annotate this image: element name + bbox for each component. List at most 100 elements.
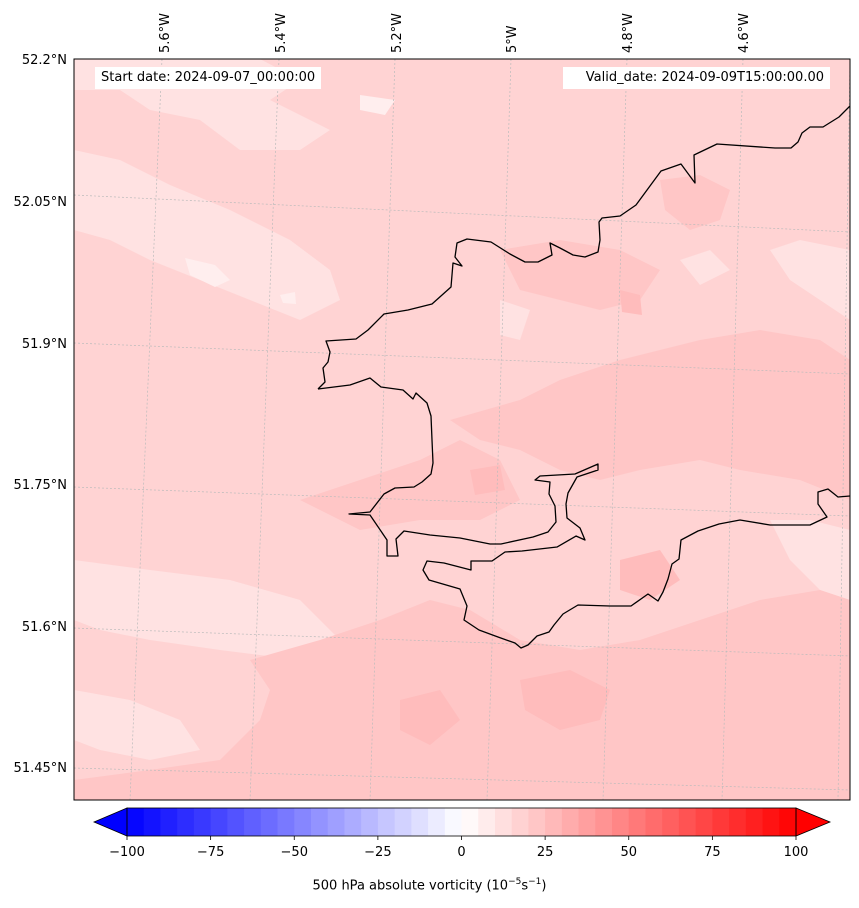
colorbar-segment bbox=[260, 808, 279, 836]
lat-label: 51.45°N bbox=[14, 761, 67, 776]
colorbar-label-exponent: −1 bbox=[528, 877, 542, 887]
vorticity-contour-medium bbox=[74, 590, 850, 800]
colorbar-segment bbox=[444, 808, 463, 836]
lon-label: 5.6°W bbox=[158, 13, 173, 53]
colorbar-segment bbox=[595, 808, 613, 836]
colorbar-segment bbox=[160, 808, 178, 836]
colorbar-segment bbox=[545, 808, 563, 836]
lat-label: 51.9°N bbox=[22, 337, 67, 352]
coastline-north bbox=[317, 105, 850, 390]
vorticity-contour-light bbox=[680, 250, 730, 285]
colorbar-segment bbox=[762, 808, 780, 836]
colorbar-label-unit: s bbox=[521, 878, 529, 894]
colorbar-segment bbox=[244, 808, 262, 836]
colorbar-tick-label: −25 bbox=[364, 845, 391, 860]
start-date-label: Start date: 2024-09-07_00:00:00 bbox=[95, 67, 322, 89]
latitude-labels: 52.2°N 52.05°N 51.9°N 51.75°N 51.6°N 51.… bbox=[14, 53, 67, 776]
colorbar-label-exponent: −5 bbox=[508, 877, 522, 887]
colorbar-segment bbox=[310, 808, 329, 836]
colorbar-segment bbox=[645, 808, 663, 836]
colorbar-tick-label: −100 bbox=[109, 845, 145, 860]
lat-label: 52.2°N bbox=[22, 53, 67, 68]
meridian-line bbox=[602, 59, 628, 800]
colorbar-extend-min bbox=[92, 807, 128, 837]
vorticity-contour-lighter bbox=[360, 95, 395, 115]
vorticity-contour-dark bbox=[400, 690, 460, 745]
lat-label: 51.75°N bbox=[14, 478, 67, 493]
colorbar-label: 500 hPa absolute vorticity (10−5s−1) bbox=[0, 877, 859, 893]
vorticity-contour-light bbox=[770, 240, 850, 320]
colorbar-segment bbox=[227, 808, 245, 836]
colorbar-tick-label: 50 bbox=[620, 845, 637, 860]
vorticity-contour-medium bbox=[660, 175, 730, 230]
colorbar-segment bbox=[712, 808, 730, 836]
colorbar-tick-label: 0 bbox=[457, 845, 465, 860]
colorbar-segment bbox=[193, 808, 212, 836]
colorbar-tick-label: −75 bbox=[197, 845, 224, 860]
colorbar-segment bbox=[461, 808, 479, 836]
colorbar-segment bbox=[294, 808, 312, 836]
lon-label: 5°W bbox=[505, 25, 520, 53]
vorticity-contour-light bbox=[74, 560, 340, 660]
colorbar-tick-label: 25 bbox=[537, 845, 554, 860]
colorbar-segment bbox=[327, 808, 346, 836]
colorbar-segment bbox=[344, 808, 362, 836]
lat-label: 51.6°N bbox=[22, 620, 67, 635]
parallel-line bbox=[74, 194, 850, 233]
colorbar-segment bbox=[678, 808, 697, 836]
meridian-line bbox=[369, 59, 396, 800]
longitude-labels: 5.6°W 5.4°W 5.2°W 5°W 4.8°W 4.6°W bbox=[158, 13, 752, 53]
colorbar-segment bbox=[394, 808, 412, 836]
vorticity-contour-dark bbox=[470, 465, 505, 495]
map-panel bbox=[74, 59, 850, 800]
colorbar-segments bbox=[127, 808, 797, 836]
colorbar-segment bbox=[411, 808, 429, 836]
coastline-milford-haven bbox=[317, 377, 850, 649]
vorticity-contour-dark bbox=[620, 290, 642, 315]
parallel-line bbox=[74, 627, 850, 657]
colorbar-tick-label: 100 bbox=[784, 845, 809, 860]
colorbar-segment bbox=[578, 808, 596, 836]
meridian-line bbox=[721, 59, 744, 800]
colorbar-segment bbox=[377, 808, 396, 836]
graticule bbox=[74, 59, 850, 800]
colorbar-segment bbox=[361, 808, 379, 836]
colorbar-label-close: ) bbox=[541, 878, 547, 894]
parallel-line bbox=[74, 767, 850, 791]
colorbar-segment bbox=[612, 808, 630, 836]
vorticity-contour-medium bbox=[300, 440, 520, 530]
valid-date-label: Valid_date: 2024-09-09T15:00:00.00 bbox=[563, 67, 830, 89]
colorbar-label-text: 500 hPa absolute vorticity (10 bbox=[312, 878, 509, 894]
colorbar-segment bbox=[561, 808, 580, 836]
colorbar-segment bbox=[494, 808, 513, 836]
lon-label: 4.6°W bbox=[737, 13, 752, 53]
meridian-line bbox=[249, 59, 280, 800]
lon-label: 5.4°W bbox=[274, 13, 289, 53]
lon-label: 5.2°W bbox=[390, 13, 405, 53]
colorbar-segment bbox=[210, 808, 228, 836]
vorticity-contour-lighter bbox=[280, 292, 296, 304]
colorbar-segment bbox=[428, 808, 446, 836]
colorbar-tick-label: −50 bbox=[281, 845, 308, 860]
meridian-line bbox=[837, 59, 850, 800]
colorbar-segment bbox=[628, 808, 647, 836]
map-frame bbox=[73, 58, 851, 801]
colorbar-segment bbox=[695, 808, 713, 836]
vorticity-contour-light bbox=[74, 690, 200, 760]
colorbar-segment bbox=[277, 808, 295, 836]
lon-label: 4.8°W bbox=[621, 13, 636, 53]
parallel-line bbox=[74, 342, 850, 375]
colorbar-segment bbox=[662, 808, 680, 836]
colorbar-segment bbox=[127, 808, 145, 836]
colorbar-segment bbox=[177, 808, 195, 836]
vorticity-contour-medium bbox=[500, 240, 660, 310]
colorbar-segment bbox=[511, 808, 530, 836]
colorbar-segment bbox=[478, 808, 496, 836]
colorbar-segment bbox=[745, 808, 764, 836]
vorticity-contour-dark bbox=[520, 670, 610, 730]
vorticity-contour-light bbox=[500, 300, 530, 340]
vorticity-contour-light bbox=[770, 520, 850, 600]
meridian-line bbox=[486, 59, 512, 800]
colorbar-extend-max bbox=[795, 807, 832, 837]
